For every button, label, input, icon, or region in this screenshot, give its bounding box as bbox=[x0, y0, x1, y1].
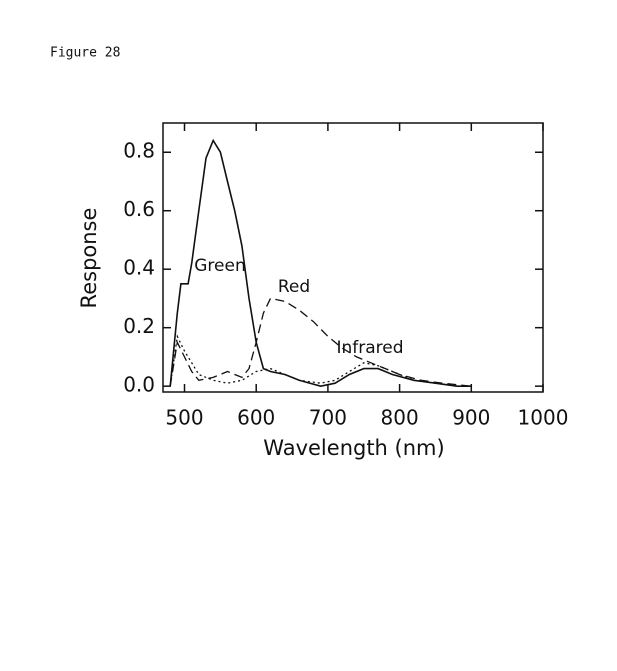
x-tick-label: 500 bbox=[165, 406, 203, 430]
y-tick-label: 0.0 bbox=[123, 373, 155, 397]
y-tick-label: 0.4 bbox=[123, 256, 155, 280]
series-label: Red bbox=[278, 277, 310, 297]
series-line bbox=[169, 138, 472, 388]
x-tick-label: 1000 bbox=[518, 406, 569, 430]
figure-label: Figure 28 bbox=[50, 46, 120, 61]
y-tick-label: 0.8 bbox=[123, 139, 155, 163]
plot-frame bbox=[162, 122, 544, 393]
x-tick-label: 600 bbox=[237, 406, 275, 430]
y-tick-label: 0.6 bbox=[123, 197, 155, 221]
y-axis-title: Response bbox=[77, 208, 101, 309]
y-tick-label: 0.2 bbox=[123, 314, 155, 338]
series-label: Infrared bbox=[336, 338, 403, 358]
x-tick-label: 800 bbox=[381, 406, 419, 430]
x-tick-label: 900 bbox=[452, 406, 490, 430]
x-axis-title: Wavelength (nm) bbox=[263, 436, 444, 460]
series-label: Green bbox=[194, 256, 245, 276]
x-tick-label: 700 bbox=[309, 406, 347, 430]
